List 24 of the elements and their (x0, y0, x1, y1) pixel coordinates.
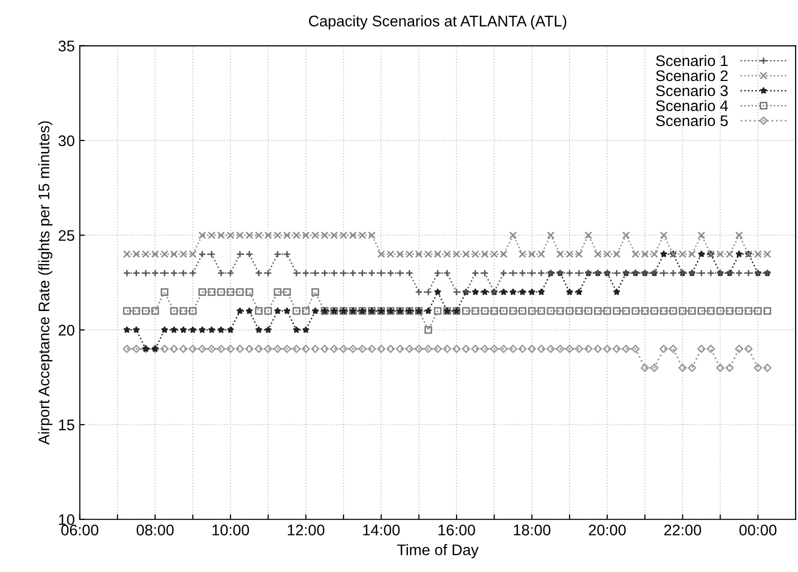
x-tick-label: 14:00 (363, 524, 400, 536)
y-tick-label: 20 (58, 324, 74, 336)
legend-label: Scenario 3 (656, 84, 728, 96)
chart-title: Capacity Scenarios at ATLANTA (ATL) (308, 15, 566, 30)
legend-label: Scenario 5 (656, 114, 728, 126)
legend-label: Scenario 4 (656, 100, 728, 112)
y-tick-label: 35 (58, 40, 74, 52)
x-tick-label: 06:00 (61, 524, 98, 536)
x-tick-label: 18:00 (514, 524, 550, 536)
x-tick-label: 10:00 (212, 524, 250, 536)
x-tick-label: 22:00 (664, 524, 702, 536)
y-tick-label: 15 (59, 420, 74, 430)
x-tick-label: 20:00 (588, 524, 626, 536)
x-tick-label: 12:00 (288, 524, 324, 536)
y-tick-label: 30 (58, 135, 74, 146)
y-axis-title: Airport Acceptance Rate (flights per 15 minutes) (38, 121, 52, 445)
legend-label: Scenario 1 (656, 54, 728, 66)
y-tick-label: 25 (58, 230, 74, 241)
y-tick-label: 10 (59, 514, 74, 526)
legend-label: Scenario 2 (656, 70, 728, 82)
x-tick-label: 08:00 (136, 524, 174, 536)
x-tick-label: 00:00 (739, 524, 776, 536)
x-axis-title: Time of Day (397, 544, 479, 558)
x-tick-label: 16:00 (438, 524, 476, 536)
